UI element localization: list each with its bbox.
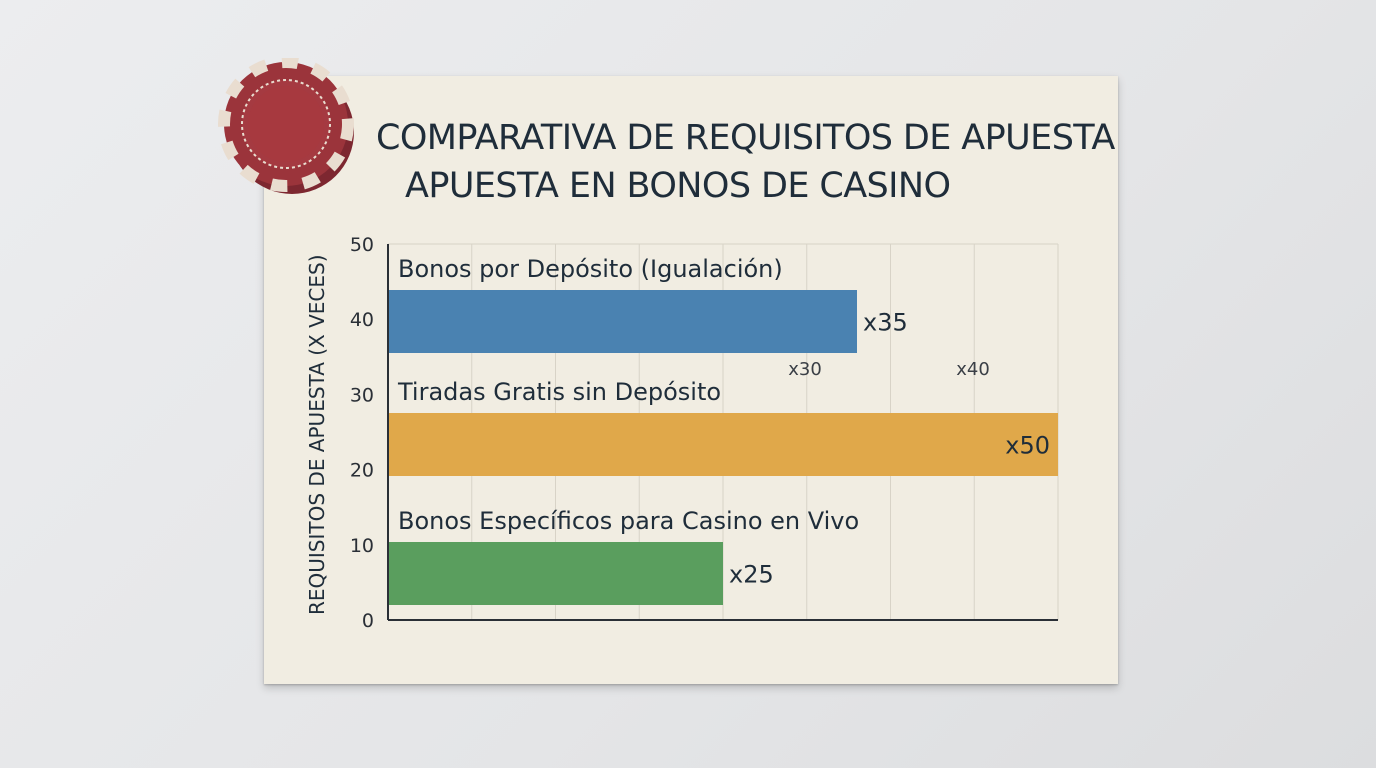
category-label: Tiradas Gratis sin Depósito xyxy=(397,378,721,406)
bar xyxy=(389,542,723,605)
bar-value-label: x25 xyxy=(729,561,774,589)
chart-title-line1: COMPARATIVA DE REQUISITOS DE APUESTA xyxy=(376,118,1115,158)
axis-tick-label: 20 xyxy=(350,460,374,482)
axis-tick-label: 30 xyxy=(350,384,374,406)
annotation-label: x40 xyxy=(956,359,990,380)
axis-tick-label: 0 xyxy=(362,610,374,632)
axis-tick-label: 50 xyxy=(350,234,374,256)
category-label: Bonos Específicos para Casino en Vivo xyxy=(398,507,859,535)
chart-title-line2: APUESTA EN BONOS DE CASINO xyxy=(405,166,951,206)
poker-chip-icon xyxy=(218,58,354,194)
axis-tick-label: 40 xyxy=(350,309,374,331)
category-label: Bonos por Depósito (Igualación) xyxy=(398,255,783,283)
axis-tick-label: 10 xyxy=(350,535,374,557)
bar-value-label: x35 xyxy=(863,309,908,337)
bar xyxy=(389,290,857,353)
annotation-label: x30 xyxy=(788,359,822,380)
bar xyxy=(389,413,1058,476)
bar-value-label: x50 xyxy=(1005,432,1050,460)
